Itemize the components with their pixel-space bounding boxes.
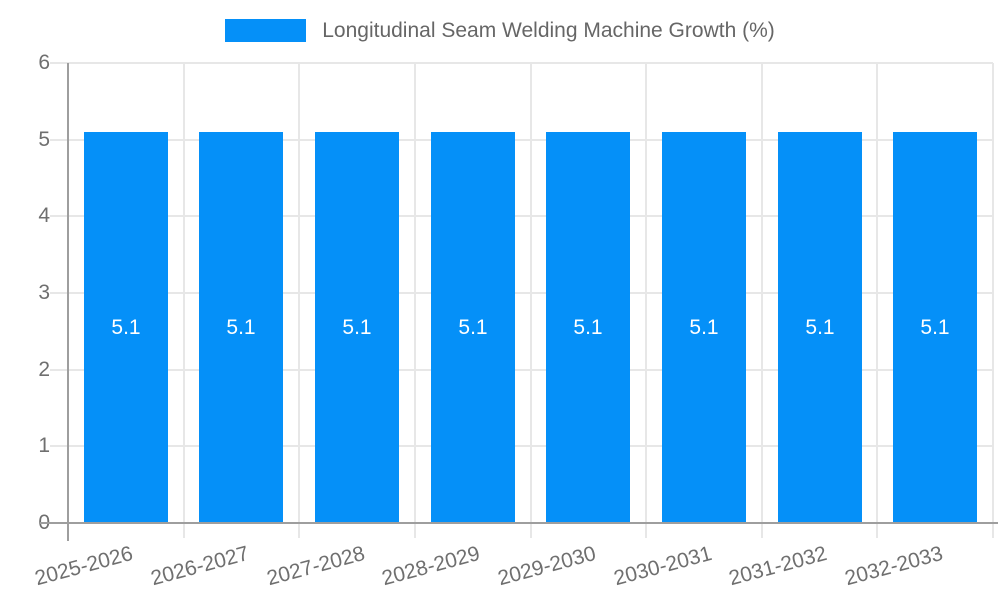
y-axis-tick-label: 6 xyxy=(38,51,50,74)
x-gridline xyxy=(414,63,416,538)
x-axis-tick-label: 2031-2032 xyxy=(726,542,830,591)
bar-value-label: 5.1 xyxy=(805,315,835,339)
bar[interactable] xyxy=(778,132,862,523)
x-gridline xyxy=(183,63,185,538)
x-axis-line xyxy=(40,522,998,524)
bar-value-label: 5.1 xyxy=(226,315,256,339)
bar[interactable] xyxy=(315,132,399,523)
x-axis-tick-label: 2026-2027 xyxy=(148,542,252,591)
legend-item-label: Longitudinal Seam Welding Machine Growth… xyxy=(322,19,775,42)
bar[interactable] xyxy=(199,132,283,523)
x-axis-tick-label: 2027-2028 xyxy=(264,542,368,591)
bar-value-label: 5.1 xyxy=(689,315,719,339)
bar-value-label: 5.1 xyxy=(342,315,372,339)
y-gridline xyxy=(50,139,993,141)
y-axis-tick-label: 3 xyxy=(38,281,50,304)
bar-value-label: 5.1 xyxy=(920,315,950,339)
y-axis-tick-label: 4 xyxy=(38,204,50,227)
y-gridline xyxy=(50,292,993,294)
y-gridline xyxy=(50,62,993,64)
bar-value-label: 5.1 xyxy=(111,315,141,339)
x-gridline xyxy=(645,63,647,538)
bar-value-label: 5.1 xyxy=(458,315,488,339)
y-axis-tick-label: 2 xyxy=(38,358,50,381)
y-gridline xyxy=(50,215,993,217)
bar-value-label: 5.1 xyxy=(573,315,603,339)
bar[interactable] xyxy=(84,132,168,523)
bar[interactable] xyxy=(893,132,977,523)
x-gridline xyxy=(992,63,994,538)
x-axis-tick-label: 2025-2026 xyxy=(32,542,136,591)
bar[interactable] xyxy=(431,132,515,523)
x-axis-tick-label: 2032-2033 xyxy=(842,542,946,591)
y-axis-tick-label: 5 xyxy=(38,128,50,151)
x-gridline xyxy=(761,63,763,538)
x-gridline xyxy=(876,63,878,538)
legend-swatch-icon xyxy=(225,19,307,42)
y-axis-tick-label: 1 xyxy=(38,434,50,457)
bar[interactable] xyxy=(546,132,630,523)
x-axis-tick-label: 2029-2030 xyxy=(495,542,599,591)
x-gridline xyxy=(530,63,532,538)
x-axis-tick-label: 2028-2029 xyxy=(379,542,483,591)
bar[interactable] xyxy=(662,132,746,523)
y-gridline xyxy=(50,445,993,447)
x-gridline xyxy=(298,63,300,538)
legend: Longitudinal Seam Welding Machine Growth… xyxy=(0,18,1000,43)
y-axis-line xyxy=(67,63,69,541)
legend-item[interactable]: Longitudinal Seam Welding Machine Growth… xyxy=(225,18,775,43)
y-gridline xyxy=(50,369,993,371)
x-axis-tick-label: 2030-2031 xyxy=(610,542,714,591)
